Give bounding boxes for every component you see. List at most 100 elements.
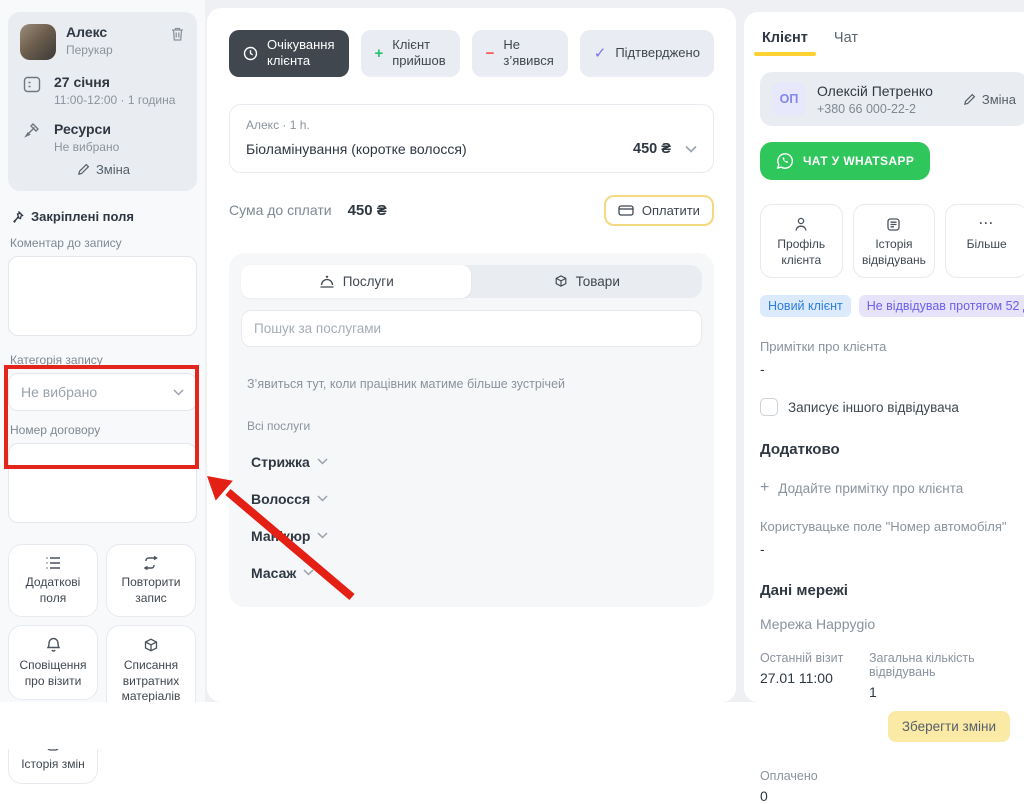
hammer-icon	[20, 121, 44, 141]
status-confirmed-button[interactable]: ✓ Підтверджено	[579, 30, 714, 77]
client-action-buttons: Профіль клієнта Історія відвідувань ··· …	[759, 204, 1024, 279]
date-row: 27 січня 11:00-12:00 · 1 година	[20, 74, 187, 107]
status-noshow-button[interactable]: − Не з’явився	[471, 30, 568, 77]
category-masazh[interactable]: Масаж	[251, 565, 692, 581]
client-name: Олексій Петренко	[816, 82, 933, 99]
change-appointment-button[interactable]: Зміна	[20, 160, 187, 181]
minus-icon: −	[485, 44, 495, 62]
status-arrived-button[interactable]: + Клієнт прийшов	[360, 30, 460, 77]
chevron-down-icon	[317, 458, 328, 465]
card-icon	[618, 204, 634, 217]
footer-bar: Зберегти зміни	[0, 702, 1024, 749]
add-client-note-button[interactable]: + Додайте примітку про клієнта	[759, 479, 964, 497]
client-avatar: ОП	[771, 82, 806, 116]
save-changes-button[interactable]: Зберегти зміни	[887, 711, 1010, 742]
status-buttons-row: Очікування клієнта + Клієнт прийшов − Не…	[229, 30, 714, 77]
stat-paid: Оплачено 0	[759, 769, 818, 804]
package-icon	[113, 637, 189, 653]
network-section-title: Дані мережі	[759, 582, 848, 600]
category-manikyur[interactable]: Манікюр	[251, 528, 692, 544]
client-profile-button[interactable]: Профіль клієнта	[759, 204, 843, 279]
plus-icon: +	[759, 479, 770, 497]
resources-label: Ресурси	[54, 121, 111, 137]
appointment-service-card[interactable]: Алекс · 1 h. Біоламінування (коротке вол…	[229, 103, 714, 173]
clock-icon	[243, 46, 258, 61]
category-label: Категорія запису	[10, 353, 103, 367]
calendar-icon	[20, 74, 44, 94]
client-chip: ОП Олексій Петренко +380 66 000-22-2 Змі…	[759, 72, 1024, 126]
tab-chat[interactable]: Чат	[833, 30, 858, 46]
chevron-down-icon	[303, 569, 314, 576]
custom-field-value: -	[759, 541, 765, 558]
service-search-input[interactable]	[241, 309, 702, 347]
resources-value: Не вибрано	[54, 140, 120, 154]
appointment-date: 27 січня	[54, 74, 110, 90]
comment-label: Коментар до запису	[10, 236, 122, 250]
whatsapp-chat-button[interactable]: ЧАТ У WHATSAPP	[759, 142, 931, 180]
additional-fields-button[interactable]: Додаткові поля	[8, 544, 98, 618]
employee-row: Алекс Перукар	[20, 24, 187, 60]
more-button[interactable]: ··· Більше	[945, 204, 1024, 279]
visit-notifications-button[interactable]: Сповіщення про візити	[8, 625, 98, 701]
repeat-appointment-button[interactable]: Повторити запис	[106, 544, 196, 618]
tab-client[interactable]: Клієнт	[753, 30, 816, 56]
appointment-main-panel: Очікування клієнта + Клієнт прийшов − Не…	[207, 8, 736, 702]
another-visitor-checkbox-row[interactable]: Записує іншого відвідувача	[759, 398, 1024, 417]
stat-total-visits: Загальна кількість відвідувань 1	[868, 651, 975, 701]
employee-name: Алекс	[66, 24, 108, 40]
inactivity-badge: Не відвідував протягом 52 днів	[858, 295, 1024, 318]
pencil-icon	[77, 163, 90, 176]
status-waiting-button[interactable]: Очікування клієнта	[229, 30, 349, 77]
chevron-down-icon[interactable]	[685, 145, 697, 153]
appointment-time: 11:00-12:00 · 1 година	[54, 93, 176, 107]
delete-appointment-icon[interactable]	[170, 26, 185, 42]
tab-services[interactable]: Послуги	[241, 264, 472, 298]
all-services-label: Всі послуги	[247, 418, 311, 433]
client-phone: +380 66 000-22-2	[816, 101, 916, 116]
additional-section-title: Додатково	[759, 441, 840, 459]
chevron-down-icon	[317, 495, 328, 502]
chevron-down-icon	[173, 388, 184, 396]
plus-icon: +	[374, 44, 384, 62]
category-strizhka[interactable]: Стрижка	[251, 454, 692, 470]
pin-icon	[10, 210, 24, 224]
employee-avatar	[20, 24, 56, 60]
bell-icon	[15, 637, 91, 653]
services-box: Послуги Товари З’явиться тут, коли праці…	[229, 252, 714, 607]
contract-number-textarea[interactable]	[8, 443, 197, 523]
network-name: Мережа Happygio	[759, 616, 876, 633]
total-label: Сума до сплати	[229, 202, 332, 218]
pay-button[interactable]: Оплатити	[603, 194, 714, 226]
service-bell-icon	[319, 275, 335, 288]
visit-history-button[interactable]: Історія відвідувань	[852, 204, 936, 279]
new-client-badge: Новий клієнт	[759, 295, 851, 318]
list-icon	[15, 556, 91, 570]
category-select[interactable]: Не вибрано	[8, 373, 197, 411]
client-notes-value: -	[759, 361, 765, 378]
category-volossya[interactable]: Волосся	[251, 491, 692, 507]
appointment-sidebar: Алекс Перукар 27 січня 11:00-12:00 · 1 г…	[0, 0, 205, 784]
contract-number-label: Номер договору	[10, 423, 101, 437]
chevron-down-icon	[317, 532, 329, 539]
service-price: 450 ₴	[633, 140, 671, 157]
checkbox[interactable]	[759, 398, 778, 417]
pinned-fields-header: Закріплені поля	[10, 209, 195, 224]
custom-field-label: Користувацьке поле "Номер автомобіля"	[759, 519, 1007, 535]
tab-goods[interactable]: Товари	[471, 265, 701, 298]
total-row: Сума до сплати 450 ₴ Оплатити	[229, 194, 714, 226]
change-label: Зміна	[95, 162, 131, 177]
employee-role: Перукар	[66, 43, 113, 57]
person-icon	[765, 215, 838, 233]
empty-state-message: З’явиться тут, коли працівник матиме біл…	[247, 376, 566, 391]
change-client-button[interactable]: Зміна	[963, 92, 1016, 107]
document-icon	[858, 215, 931, 233]
client-panel: Клієнт Чат ОП Олексій Петренко +380 66 0…	[743, 12, 1024, 804]
services-goods-tabs: Послуги Товари	[241, 264, 702, 298]
whatsapp-icon	[776, 152, 794, 170]
total-value: 450 ₴	[347, 201, 387, 219]
repeat-icon	[113, 556, 189, 570]
consumables-writeoff-button[interactable]: Списання витратних матеріалів	[106, 625, 196, 716]
pencil-icon	[963, 93, 976, 106]
comment-textarea[interactable]	[8, 256, 197, 336]
